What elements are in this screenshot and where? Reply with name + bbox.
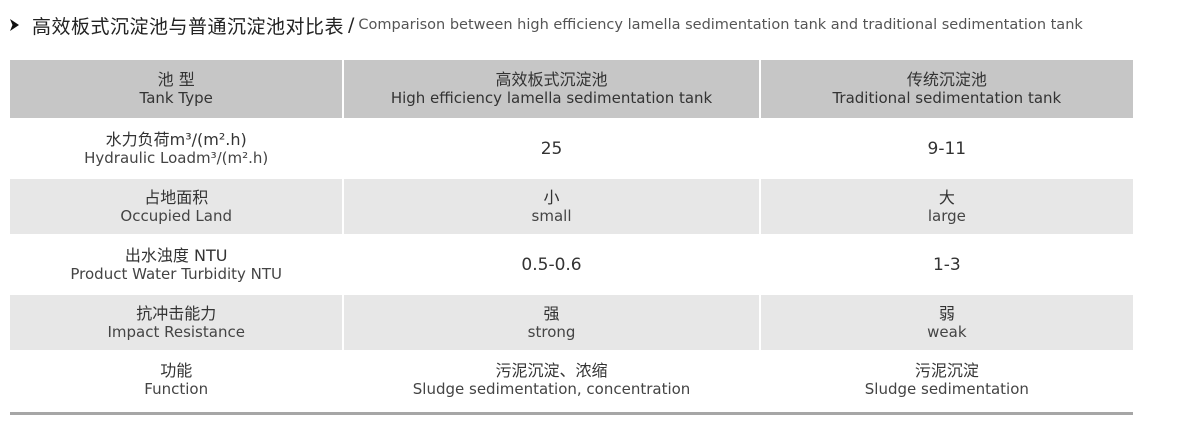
table-row: 功能 Function 污泥沉淀、浓缩 Sludge sedimentation… — [10, 352, 1133, 408]
row-label: 出水浊度 NTU Product Water Turbidity NTU — [10, 236, 343, 293]
traditional-value: 9-11 — [760, 120, 1133, 177]
row-label-en: Hydraulic Loadm³/(m².h) — [84, 148, 269, 167]
lamella-value: 强 strong — [344, 295, 759, 350]
row-label-cn: 出水浊度 NTU — [124, 245, 228, 265]
value-en: large — [927, 206, 966, 225]
title-chinese: 高效板式沉淀池与普通沉淀池对比表 — [32, 15, 345, 38]
row-label-cn: 水力负荷m³/(m².h) — [105, 129, 247, 149]
table-row: 占地面积 Occupied Land 小 small 大 large — [10, 179, 1133, 234]
title-english: Comparison between high efficiency lamel… — [358, 17, 1083, 33]
value-text: 0.5-0.6 — [521, 254, 582, 275]
row-label-cn: 功能 — [160, 361, 193, 380]
value-cn: 弱 — [938, 303, 955, 323]
value-text: 25 — [540, 138, 563, 159]
header-label-cn: 高效板式沉淀池 — [495, 70, 608, 89]
comparison-table: 池 型 Tank Type 高效板式沉淀池 High efficiency la… — [10, 60, 1133, 408]
value-cn: 污泥沉淀、浓缩 — [495, 361, 608, 380]
lamella-value: 小 small — [344, 179, 759, 234]
lamella-value: 污泥沉淀、浓缩 Sludge sedimentation, concentrat… — [344, 352, 759, 408]
row-label: 占地面积 Occupied Land — [10, 179, 343, 234]
title-separator: / — [348, 14, 355, 36]
header-label-en: Tank Type — [139, 89, 213, 107]
chevron-right-icon — [10, 19, 19, 31]
traditional-value: 1-3 — [760, 236, 1133, 293]
row-label: 水力负荷m³/(m².h) Hydraulic Loadm³/(m².h) — [10, 120, 343, 177]
row-label-en: Product Water Turbidity NTU — [70, 264, 283, 283]
table-title: 高效板式沉淀池与普通沉淀池对比表 / Comparison between hi… — [6, 10, 1200, 40]
table-bottom-rule — [10, 412, 1133, 415]
traditional-value: 大 large — [760, 179, 1133, 234]
value-text: 9-11 — [927, 138, 967, 159]
row-label-en: Occupied Land — [120, 206, 232, 225]
value-en: Sludge sedimentation, concentration — [412, 380, 691, 398]
header-traditional-tank: 传统沉淀池 Traditional sedimentation tank — [760, 60, 1133, 118]
value-en: strong — [527, 322, 576, 341]
value-cn: 强 — [543, 303, 560, 323]
row-label-cn: 占地面积 — [144, 187, 209, 207]
lamella-value: 25 — [344, 120, 759, 177]
header-label-cn: 传统沉淀池 — [906, 70, 987, 89]
row-label-cn: 抗冲击能力 — [136, 303, 217, 323]
table-row: 出水浊度 NTU Product Water Turbidity NTU 0.5… — [10, 236, 1133, 293]
lamella-value: 0.5-0.6 — [344, 236, 759, 293]
table-row: 水力负荷m³/(m².h) Hydraulic Loadm³/(m².h) 25… — [10, 120, 1133, 177]
value-en: small — [531, 206, 572, 225]
header-lamella-tank: 高效板式沉淀池 High efficiency lamella sediment… — [344, 60, 759, 118]
row-label-en: Function — [144, 380, 209, 398]
table-row: 抗冲击能力 Impact Resistance 强 strong 弱 weak — [10, 295, 1133, 350]
value-en: Sludge sedimentation — [864, 380, 1029, 398]
header-label-en: Traditional sedimentation tank — [832, 89, 1062, 107]
traditional-value: 污泥沉淀 Sludge sedimentation — [760, 352, 1133, 408]
traditional-value: 弱 weak — [760, 295, 1133, 350]
value-text: 1-3 — [932, 254, 961, 275]
header-tank-type: 池 型 Tank Type — [10, 60, 343, 118]
row-label-en: Impact Resistance — [107, 322, 245, 341]
value-cn: 大 — [938, 187, 955, 207]
value-cn: 污泥沉淀 — [914, 361, 979, 380]
header-label-en: High efficiency lamella sedimentation ta… — [390, 89, 713, 107]
table-header-row: 池 型 Tank Type 高效板式沉淀池 High efficiency la… — [10, 60, 1133, 118]
header-label-cn: 池 型 — [157, 70, 195, 89]
row-label: 抗冲击能力 Impact Resistance — [10, 295, 343, 350]
row-label: 功能 Function — [10, 352, 343, 408]
value-cn: 小 — [543, 187, 560, 207]
value-en: weak — [927, 322, 967, 341]
